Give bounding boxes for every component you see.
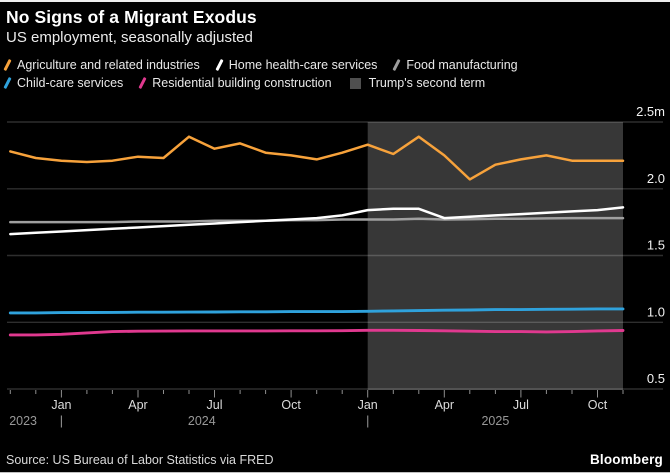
x-tick-label-oct-2024: Oct xyxy=(281,398,301,412)
footer: Source: US Bureau of Labor Statistics vi… xyxy=(0,452,670,467)
legend-item-child-care-services: Child-care services xyxy=(3,76,124,90)
y-tick-label-2.0: 2.0 xyxy=(647,171,665,186)
bloomberg-logo: Bloomberg xyxy=(589,452,663,467)
legend-label: Home health-care services xyxy=(228,58,378,72)
year-separator: | xyxy=(60,414,63,428)
legend-item-residential-building-construction: Residential building construction xyxy=(138,76,332,90)
x-tick-label-apr-2024: Apr xyxy=(128,398,147,412)
chart-subtitle: US employment, seasonally adjusted xyxy=(6,29,253,46)
series-line-child-care-services xyxy=(8,307,625,315)
year-label-2023: 2023 xyxy=(9,414,37,428)
series-line-residential-building-construction xyxy=(8,328,625,337)
x-tick-label-jan-2024: Jan xyxy=(51,398,71,412)
y-tick-label-1.0: 1.0 xyxy=(647,304,665,319)
year-separator: | xyxy=(366,414,369,428)
y-tick-label-2.5m: 2.5m xyxy=(636,104,665,119)
x-tick-label-jul-2024: Jul xyxy=(207,398,223,412)
legend-item-trump-s-second-term: Trump's second term xyxy=(349,76,486,90)
legend-label: Food manufacturing xyxy=(406,58,518,72)
chart-title: No Signs of a Migrant Exodus xyxy=(6,7,257,27)
x-tick-label-jan-2025: Jan xyxy=(358,398,378,412)
legend-row-2: Child-care services Residential building … xyxy=(3,74,666,92)
shaded-region-trump-second-term xyxy=(367,122,623,390)
legend-item-agriculture-and-related-industries: Agriculture and related industries xyxy=(3,58,200,72)
x-tick-label-apr-2025: Apr xyxy=(435,398,454,412)
legend-label: Residential building construction xyxy=(152,76,332,90)
legend: Agriculture and related industries Home h… xyxy=(3,56,666,92)
y-tick-label-0.5: 0.5 xyxy=(647,371,665,386)
legend-label: Child-care services xyxy=(17,76,124,90)
y-tick-label-1.5: 1.5 xyxy=(647,238,665,253)
y-axis-labels: 2.5m 2.0 1.5 1.0 0.5 xyxy=(636,104,665,386)
x-tick-label-jul-2025: Jul xyxy=(513,398,529,412)
legend-item-home-health-care-services: Home health-care services xyxy=(215,58,378,72)
legend-label: Trump's second term xyxy=(368,76,486,90)
source-note: Source: US Bureau of Labor Statistics vi… xyxy=(6,453,274,467)
x-tick-label-oct-2025: Oct xyxy=(588,398,608,412)
top-divider xyxy=(0,0,670,2)
legend-item-food-manufacturing: Food manufacturing xyxy=(392,58,518,72)
series-line-home-health-care-services xyxy=(9,206,625,236)
gridlines xyxy=(7,121,663,390)
square-swatch-icon-trump-s-second-term xyxy=(349,77,361,89)
series-line-agriculture-and-related-industries xyxy=(9,135,625,181)
year-label-2024: 2024 xyxy=(188,414,216,428)
legend-row-1: Agriculture and related industries Home h… xyxy=(3,56,666,74)
year-label-2025: 2025 xyxy=(481,414,509,428)
series-line-food-manufacturing xyxy=(9,216,625,224)
x-axis-year-labels: | | 2023 2024 2025 xyxy=(9,414,509,428)
x-axis-ticks xyxy=(9,390,624,398)
legend-label: Agriculture and related industries xyxy=(17,58,200,72)
x-axis-month-labels: Jan Apr Jul Oct Jan Apr Jul Oct xyxy=(51,398,607,412)
